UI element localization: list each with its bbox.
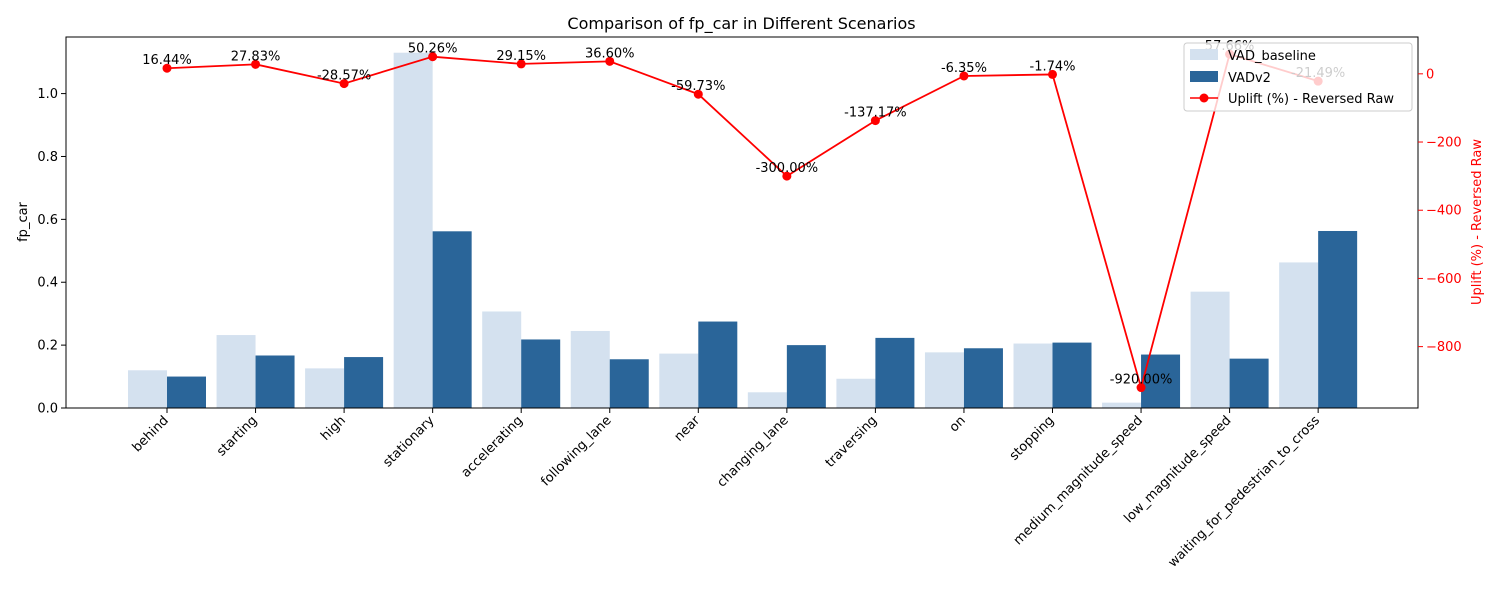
x-tick-label-starting: starting — [214, 413, 260, 459]
bar-vadv2-near — [698, 321, 738, 408]
bar-vadv2-starting — [255, 355, 295, 408]
uplift-label-high: -28.57% — [317, 69, 371, 84]
uplift-label-changing_lane: -300.00% — [756, 161, 819, 176]
x-tick-label-on: on — [947, 413, 969, 435]
y-tick-label: 0.6 — [37, 213, 58, 228]
y-axis-label: fp_car — [16, 201, 31, 241]
uplift-label-near: -59.73% — [671, 79, 725, 94]
uplift-marker-behind — [162, 63, 172, 73]
uplift-label-behind: 16.44% — [142, 53, 192, 68]
uplift-label-starting: 27.83% — [231, 49, 281, 64]
bar-vadv2-changing_lane — [786, 345, 826, 408]
legend-label-vadv2: VADv2 — [1228, 71, 1271, 86]
x-tick-label-following_lane: following_lane — [538, 413, 614, 489]
bar-baseline-stationary — [393, 52, 433, 409]
x-tick-label-stopping: stopping — [1007, 413, 1058, 464]
x-tick-label-accelerating: accelerating — [459, 413, 526, 480]
bar-vadv2-waiting_for_pedestrian_to_cross — [1318, 230, 1358, 408]
bar-baseline-medium_magnitude_speed — [1102, 402, 1142, 408]
uplift-marker-accelerating — [516, 59, 526, 69]
bar-vadv2-behind — [167, 376, 206, 408]
bar-baseline-on — [924, 352, 964, 408]
uplift-marker-near — [693, 89, 703, 99]
legend-box — [1183, 42, 1413, 112]
bar-vadv2-following_lane — [609, 359, 649, 408]
y2-tick-label: −400 — [1426, 204, 1462, 219]
uplift-label-stopping: -1.74% — [1030, 59, 1076, 74]
uplift-marker-medium_magnitude_speed — [1136, 383, 1146, 393]
y-axis-left: 0.0 0.2 0.4 0.6 0.8 1.0 — [37, 87, 66, 417]
y-axis-right: 0 −200 −400 −600 −800 — [1418, 67, 1462, 355]
x-tick-label-stationary: stationary — [380, 413, 437, 470]
legend-label-baseline: VAD_baseline — [1228, 49, 1316, 64]
x-axis: behind starting high stationary accelerating… — [130, 408, 1323, 571]
y2-tick-label: −200 — [1426, 136, 1462, 151]
bar-baseline-waiting_for_pedestrian_to_cross — [1279, 262, 1319, 408]
x-tick-label-near: near — [672, 413, 704, 445]
plot-frame — [65, 36, 1419, 409]
y2-axis-label: Uplift (%) - Reversed Raw — [1470, 139, 1485, 305]
uplift-marker-traversing — [870, 116, 880, 126]
y2-tick-label: 0 — [1426, 67, 1434, 82]
legend-swatch-uplift-marker — [1199, 93, 1209, 103]
x-tick-label-traversing: traversing — [823, 413, 881, 471]
y-tick-label: 0.4 — [37, 276, 58, 291]
legend-label-uplift: Uplift (%) - Reversed Raw — [1228, 92, 1394, 107]
uplift-label-following_lane: 36.60% — [585, 46, 635, 61]
chart-title: Comparison of fp_car in Different Scenar… — [567, 14, 915, 34]
uplift-marker-on — [959, 71, 969, 81]
bar-vadv2-high — [344, 357, 384, 408]
uplift-marker-following_lane — [605, 56, 615, 66]
y-tick-label: 0.2 — [37, 339, 58, 354]
bar-vadv2-stationary — [432, 231, 472, 408]
y-tick-label: 0.8 — [37, 150, 58, 165]
uplift-label-on: -6.35% — [941, 61, 987, 76]
legend-swatch-baseline — [1190, 49, 1218, 60]
bar-vadv2-on — [963, 348, 1003, 408]
x-tick-label-changing_lane: changing_lane — [714, 413, 791, 490]
bar-baseline-stopping — [1013, 343, 1053, 408]
bar-baseline-traversing — [836, 378, 876, 408]
legend: VAD_baseline VADv2 Uplift (%) - Reversed… — [1183, 42, 1413, 112]
x-tick-label-behind: behind — [130, 413, 172, 455]
bar-baseline-following_lane — [570, 330, 610, 408]
uplift-marker-stationary — [428, 52, 438, 62]
uplift-label-accelerating: 29.15% — [496, 49, 546, 64]
uplift-label-traversing: -137.17% — [844, 106, 907, 121]
y2-tick-label: −600 — [1426, 272, 1462, 287]
bar-baseline-near — [659, 353, 699, 408]
bar-vadv2-accelerating — [521, 339, 561, 408]
baseline-bars — [128, 52, 1319, 409]
bar-vadv2-low_magnitude_speed — [1229, 358, 1269, 408]
uplift-line — [162, 49, 1323, 393]
bar-baseline-high — [305, 368, 345, 408]
uplift-marker-starting — [251, 59, 261, 69]
bar-baseline-behind — [128, 370, 167, 408]
uplift-data-labels: 16.44% 27.83% -28.57% 50.26% 29.15% 36.60% -59… — [142, 39, 1345, 387]
uplift-marker-changing_lane — [782, 171, 792, 181]
bar-vadv2-stopping — [1052, 342, 1092, 408]
x-tick-label-waiting_for_pedestrian_to_cross: waiting_for_pedestrian_to_cross — [1166, 413, 1324, 571]
bar-baseline-accelerating — [482, 311, 522, 408]
y-tick-label: 1.0 — [37, 87, 58, 102]
x-tick-label-high: high — [318, 413, 349, 444]
uplift-label-medium_magnitude_speed: -920.00% — [1110, 373, 1173, 388]
legend-swatch-vadv2 — [1190, 71, 1218, 82]
y2-tick-label: −800 — [1426, 340, 1462, 355]
bar-vadv2-traversing — [875, 337, 915, 408]
uplift-polyline — [166, 53, 1319, 391]
uplift-marker-high — [339, 79, 349, 89]
uplift-marker-stopping — [1048, 69, 1057, 79]
bar-baseline-changing_lane — [747, 392, 787, 408]
uplift-label-stationary: 50.26% — [408, 42, 458, 57]
vadv2-bars — [167, 230, 1358, 408]
bar-baseline-starting — [216, 335, 256, 408]
y-tick-label: 0.0 — [37, 402, 58, 417]
bar-baseline-low_magnitude_speed — [1190, 291, 1230, 408]
